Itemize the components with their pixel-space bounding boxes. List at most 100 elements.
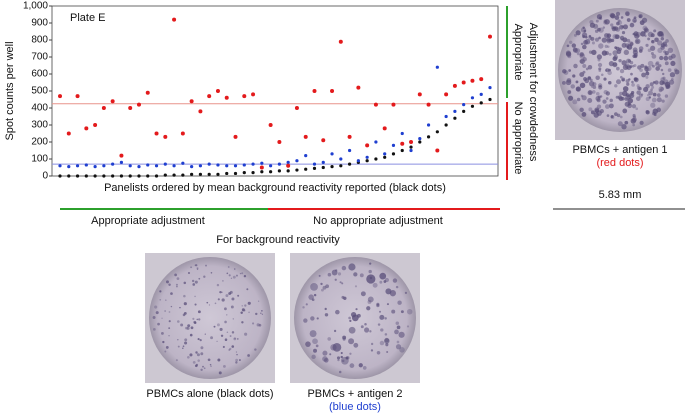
dot <box>225 171 229 176</box>
well-spot <box>670 53 676 59</box>
well-spot <box>154 305 158 309</box>
well-spot <box>213 325 216 328</box>
dot <box>312 166 317 170</box>
well-spot <box>601 37 607 43</box>
dot <box>172 164 176 168</box>
dot <box>137 174 141 178</box>
dot <box>84 163 88 167</box>
well-spot <box>572 74 576 78</box>
well-spot <box>153 327 156 331</box>
plate-label: Plate E <box>70 12 105 24</box>
well-spot <box>406 308 413 315</box>
well-spot <box>219 290 222 294</box>
dot <box>198 172 203 176</box>
dot <box>295 159 299 163</box>
dot <box>251 162 255 166</box>
well-spot <box>335 269 338 272</box>
well-spot <box>305 341 311 347</box>
well-spot <box>597 62 603 68</box>
well-spot <box>651 85 655 89</box>
well-spot <box>572 47 578 53</box>
well-spot <box>588 107 593 112</box>
well-spot <box>624 97 629 101</box>
well-spot <box>396 325 401 330</box>
well-spot <box>621 30 626 35</box>
well-spot <box>339 281 342 284</box>
well-spot <box>604 19 610 25</box>
well-spot <box>633 64 637 68</box>
y-tick-label: 100 <box>31 154 48 165</box>
well-spot <box>337 272 342 276</box>
well-spot <box>622 37 628 43</box>
right-top-label: Appropriate <box>512 24 524 81</box>
dot <box>268 123 273 127</box>
well-spot <box>395 285 399 289</box>
dot <box>470 96 475 100</box>
well-spot <box>241 272 244 275</box>
well-spot <box>196 353 200 357</box>
dot <box>181 173 185 177</box>
well-spot <box>168 335 170 337</box>
well-spot <box>631 64 635 68</box>
well-spot <box>200 352 204 356</box>
well-spot <box>216 323 220 327</box>
dot <box>93 174 97 178</box>
well-spot <box>207 358 211 362</box>
well-spot <box>176 277 180 281</box>
y-tick-label: 500 <box>31 86 48 97</box>
dot <box>330 152 334 156</box>
well-spot <box>334 278 337 281</box>
well-spot <box>645 97 650 102</box>
well-spot <box>598 36 601 40</box>
dot <box>277 162 281 166</box>
dot <box>242 163 246 167</box>
well-spot <box>585 35 588 39</box>
well-spot <box>655 61 660 65</box>
well-spot <box>161 331 164 335</box>
dot <box>303 134 308 139</box>
well-spot <box>625 79 630 84</box>
dot <box>207 162 211 166</box>
well-spot <box>247 301 251 305</box>
well-spot <box>587 98 593 104</box>
well-spot <box>327 337 332 341</box>
well-spot <box>335 309 340 315</box>
well-spot <box>404 291 408 294</box>
well-spot <box>157 322 160 326</box>
well-spot <box>663 55 669 61</box>
dot <box>426 102 431 107</box>
dot <box>286 169 290 173</box>
well-spot <box>364 327 370 333</box>
well-spot <box>602 99 607 104</box>
dot <box>137 165 141 169</box>
well-spot <box>226 314 228 316</box>
well-spot <box>261 313 264 315</box>
well-spot <box>386 303 389 306</box>
well-spot <box>601 73 604 77</box>
well-spot <box>606 114 610 117</box>
dot <box>294 106 299 110</box>
well-spot <box>598 16 602 20</box>
dot <box>347 162 352 166</box>
dot <box>58 164 62 168</box>
well-spot <box>575 80 579 84</box>
well-spot <box>243 274 247 278</box>
dot <box>154 131 159 136</box>
well-spot <box>579 82 586 89</box>
well-spot <box>658 64 662 68</box>
well-spot <box>191 279 195 283</box>
well-spot <box>608 80 612 85</box>
well-spot <box>619 75 623 79</box>
dot <box>383 152 387 156</box>
well-spot <box>595 95 601 101</box>
well-spot <box>395 321 400 325</box>
well-spot <box>312 338 318 345</box>
dot <box>321 165 325 170</box>
well-spot <box>639 120 644 125</box>
well-spot <box>194 303 197 306</box>
dot <box>207 94 212 99</box>
well-spot <box>654 62 659 67</box>
well-spot <box>660 43 666 48</box>
well-spot <box>655 66 660 71</box>
well-spot <box>582 26 585 30</box>
